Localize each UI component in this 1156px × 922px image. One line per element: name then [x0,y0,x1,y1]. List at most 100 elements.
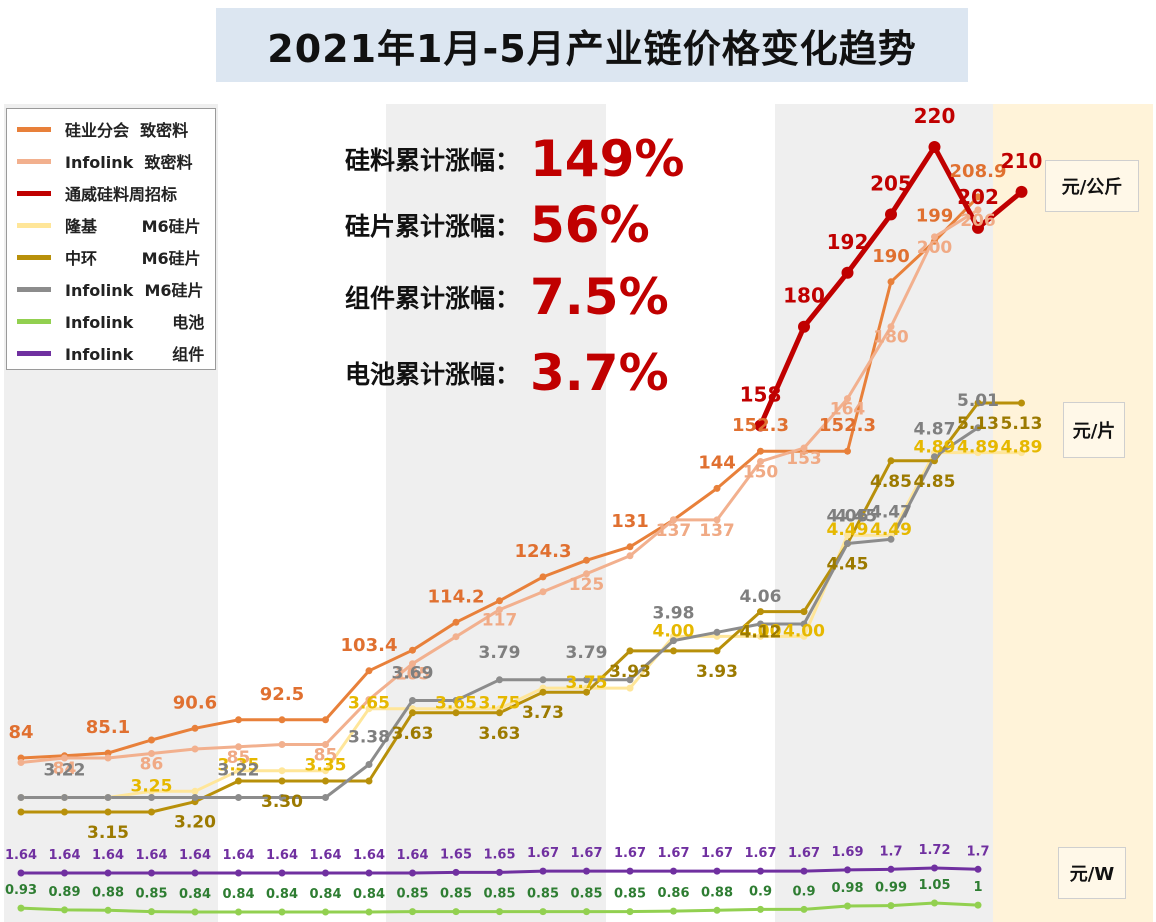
data-point [496,606,503,614]
data-label: 200 [917,238,953,258]
data-label: 1.64 [396,848,428,863]
data-point [191,908,199,916]
data-label: 124.3 [515,541,572,562]
annotation-module-gain: 组件累计涨幅： 7.5% [345,268,669,326]
legend-item-silicon-association: 硅业分会 致密料 [7,113,215,145]
data-point [104,754,112,762]
annotation-wafer-gain: 硅片累计涨幅： 56% [345,196,650,254]
legend-label: 隆基 M6硅片 [65,217,201,236]
data-label: 0.85 [135,887,167,902]
data-label: 3.35 [305,756,347,776]
data-point [887,865,895,873]
data-label: 4.89 [957,438,999,458]
data-point [235,743,242,751]
data-label: 144 [698,452,736,473]
data-point [322,869,329,877]
data-point [191,787,199,795]
data-point [885,208,897,221]
data-point [844,531,851,539]
data-point [757,905,764,913]
data-point [409,660,416,668]
annotation-value: 7.5% [530,268,669,326]
data-label: 4.06 [740,587,782,607]
data-point [409,646,416,654]
data-point [670,867,677,875]
data-point [235,767,242,775]
data-label: 1.65 [483,847,515,862]
data-point [583,676,590,684]
data-point [931,233,938,241]
legend-label: Infolink 电池 [65,313,205,332]
legend-item-longi-wafer: 隆基 M6硅片 [7,209,215,241]
data-point [17,869,25,877]
legend-item-tongwei-tender: 通威硅料周招标 [7,177,215,209]
data-point [235,716,242,724]
data-label: 5.13 [957,414,999,434]
data-point [800,905,808,913]
data-label: 3.65 [348,694,390,714]
data-label: 0.85 [614,887,646,902]
title-banner: 2021年1月-5月产业链价格变化趋势 [216,8,968,82]
data-label: 1.64 [179,848,211,863]
data-label: 5.01 [957,391,999,411]
data-point [17,808,25,816]
data-label: 1.7 [879,844,902,859]
data-label: 1.67 [657,846,689,861]
data-label: 4.00 [783,621,825,641]
data-point [191,724,199,732]
data-point [539,588,547,596]
data-label: 202 [957,185,999,209]
data-point [278,777,286,785]
data-point [104,808,112,816]
annotation-value: 3.7% [530,344,669,402]
data-point [844,395,851,403]
data-label: 1.64 [309,848,341,863]
data-point [235,794,242,801]
data-label: 180 [783,284,825,308]
data-point [17,904,25,912]
data-point [626,647,634,655]
data-label: 150 [743,463,779,483]
data-point [754,419,767,432]
legend-item-infolink-wafer: Infolink M6硅片 [7,273,215,305]
data-point [844,866,851,874]
unit-label-yuan-per-watt: 元/W [1058,847,1126,899]
data-point [844,540,851,547]
data-point [974,206,982,214]
data-point [17,759,25,766]
data-point [887,323,895,331]
data-label: 3.79 [566,643,608,663]
data-label: 208.9 [950,161,1007,182]
data-point [844,447,851,455]
data-point [148,750,155,757]
data-label: 0.84 [222,887,254,902]
data-label: 3.75 [479,694,521,714]
data-label: 0.85 [440,887,472,902]
data-label: 4.85 [914,472,956,492]
data-point [496,908,503,916]
data-label: 3.30 [261,792,303,812]
data-label: 220 [914,104,956,128]
data-label: 117 [482,611,518,631]
data-point [365,777,373,785]
data-point [626,867,634,875]
data-label: 92.5 [260,684,304,705]
data-label: 0.9 [792,884,815,899]
data-label: 190 [872,246,910,267]
data-label: 1.69 [831,845,863,860]
legend-label: 硅业分会 致密料 [65,121,189,140]
data-label: 4.00 [740,621,782,641]
legend: 硅业分会 致密料 Infolink 致密料 通威硅料周招标 隆基 M6硅片 中环… [6,108,216,370]
data-label: 84 [53,759,77,779]
data-label: 3.22 [218,761,260,781]
data-point [800,867,808,875]
data-point [1018,449,1025,457]
data-point [800,608,808,616]
data-point [365,696,373,704]
data-label: 3.93 [696,662,738,682]
data-label: 152.3 [819,415,876,436]
data-label: 3.79 [479,643,521,663]
data-label: 3.63 [479,724,521,744]
data-point [583,908,590,916]
shade-band-may [775,104,993,922]
